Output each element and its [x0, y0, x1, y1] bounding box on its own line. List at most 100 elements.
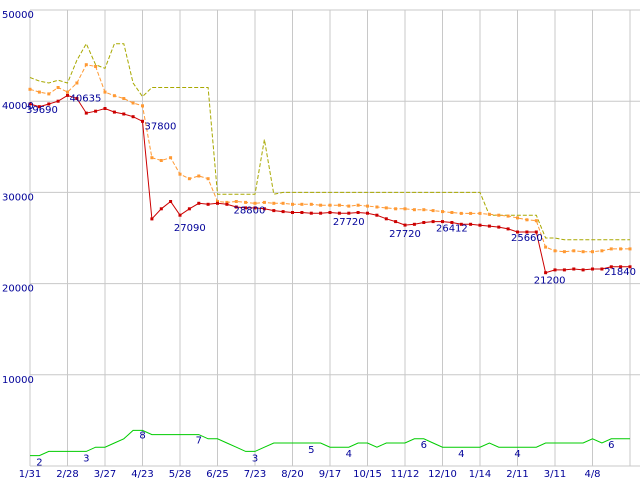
price-avg-marker [619, 247, 623, 251]
price-avg-marker [347, 204, 351, 208]
price-annotation: 21840 [604, 267, 636, 278]
price-avg-marker [525, 218, 529, 222]
price-low-marker [375, 213, 379, 217]
price-avg-marker [37, 90, 41, 94]
price-low-marker [600, 267, 604, 271]
x-axis-label: 1/31 [19, 469, 41, 480]
price-low-marker [309, 211, 313, 215]
price-avg-marker [319, 203, 323, 207]
price-avg-marker [544, 245, 548, 249]
x-axis-label: 4/23 [131, 469, 153, 480]
price-avg-marker [497, 213, 501, 217]
price-low-marker [516, 230, 519, 234]
price-low-marker [506, 227, 510, 231]
price-low-marker [244, 206, 248, 210]
price-avg-marker [487, 212, 491, 216]
series-price-avg [28, 63, 632, 254]
price-avg-marker [187, 177, 191, 181]
price-low-marker [94, 109, 98, 113]
price-avg-marker [225, 200, 229, 204]
price-low-marker [328, 211, 332, 214]
price-avg-marker [197, 174, 201, 178]
price-low-marker [150, 217, 154, 221]
price-avg-marker [337, 203, 341, 207]
price-annotation: 27090 [174, 223, 206, 234]
price-avg-marker [431, 209, 435, 213]
price-avg-marker [450, 211, 454, 214]
y-axis-label: 40000 [2, 101, 34, 112]
price-avg-marker [234, 200, 238, 203]
count-annotation: 3 [83, 453, 89, 464]
price-avg-marker [84, 63, 88, 67]
price-low-marker [112, 110, 116, 114]
price-low-marker [206, 202, 210, 206]
price-avg-marker [403, 207, 407, 211]
price-low-marker [337, 211, 341, 215]
price-annotation: 28800 [234, 205, 266, 216]
x-axis-label: 9/17 [319, 469, 341, 480]
price-low-marker [291, 211, 294, 214]
price-low-marker [178, 213, 182, 217]
price-low-marker [75, 97, 79, 100]
count-annotation: 3 [252, 453, 258, 464]
price-low-marker [394, 220, 398, 224]
price-annotation: 39690 [26, 105, 58, 116]
price-low-marker [534, 230, 538, 234]
count-annotation: 4 [346, 449, 352, 460]
price-avg-marker [375, 205, 379, 209]
price-low-marker [319, 211, 323, 215]
price-low-marker [197, 201, 201, 205]
price-avg-marker [412, 208, 416, 212]
y-axis-label: 10000 [2, 375, 34, 386]
price-avg-marker [506, 214, 510, 218]
price-low-marker [272, 209, 276, 213]
price-low-marker [281, 210, 285, 214]
price-low-marker [553, 268, 557, 272]
price-low-marker [441, 220, 444, 224]
price-avg-marker [469, 211, 473, 215]
price-low-marker [525, 230, 529, 234]
price-low-marker [347, 211, 351, 215]
x-axis-label: 11/12 [391, 469, 420, 480]
price-avg-marker [47, 92, 51, 96]
y-axis-label: 30000 [2, 192, 34, 203]
x-axis-label: 3/11 [544, 469, 566, 480]
store-count-line [30, 429, 630, 457]
price-avg-marker [459, 211, 463, 215]
count-annotation: 6 [608, 440, 614, 451]
price-avg-marker [159, 159, 163, 162]
count-annotation: 7 [196, 436, 202, 447]
x-axis-label: 10/15 [353, 469, 382, 480]
price-avg-marker [66, 90, 69, 94]
y-axis-label: 50000 [2, 10, 34, 21]
price-avg-marker [356, 203, 360, 207]
price-avg-marker [178, 172, 182, 176]
annotations: 39690 40635 37800 27090 28800 27720 27720 26412… [26, 93, 636, 468]
gridlines [29, 9, 640, 467]
price-low-marker [169, 200, 173, 203]
price-avg-marker [591, 250, 594, 254]
price-avg-marker [272, 201, 276, 205]
count-annotation: 4 [514, 449, 520, 460]
price-low-marker [544, 271, 548, 275]
price-low-marker [253, 206, 257, 210]
price-low-marker [487, 224, 491, 228]
price-avg-marker [441, 210, 444, 214]
price-low-marker [103, 107, 107, 110]
x-axis-label: 4/8 [584, 469, 600, 480]
x-axis-label: 1/14 [469, 469, 491, 480]
axis-labels: 10000 20000 30000 40000 50000 1/31 2/28 3/27 4/2… [2, 10, 601, 480]
price-avg-marker [262, 200, 266, 204]
price-low-marker [403, 223, 407, 227]
price-avg-marker [300, 202, 304, 206]
price-low-marker [47, 102, 51, 106]
price-avg-marker [328, 203, 332, 207]
count-annotation: 2 [36, 458, 42, 469]
price-avg-marker [516, 216, 519, 220]
count-annotation: 4 [458, 449, 464, 460]
price-avg-marker [291, 202, 294, 206]
price-avg-marker [112, 94, 116, 98]
price-avg-marker [384, 206, 388, 210]
price-annotation: 26412 [436, 223, 468, 234]
